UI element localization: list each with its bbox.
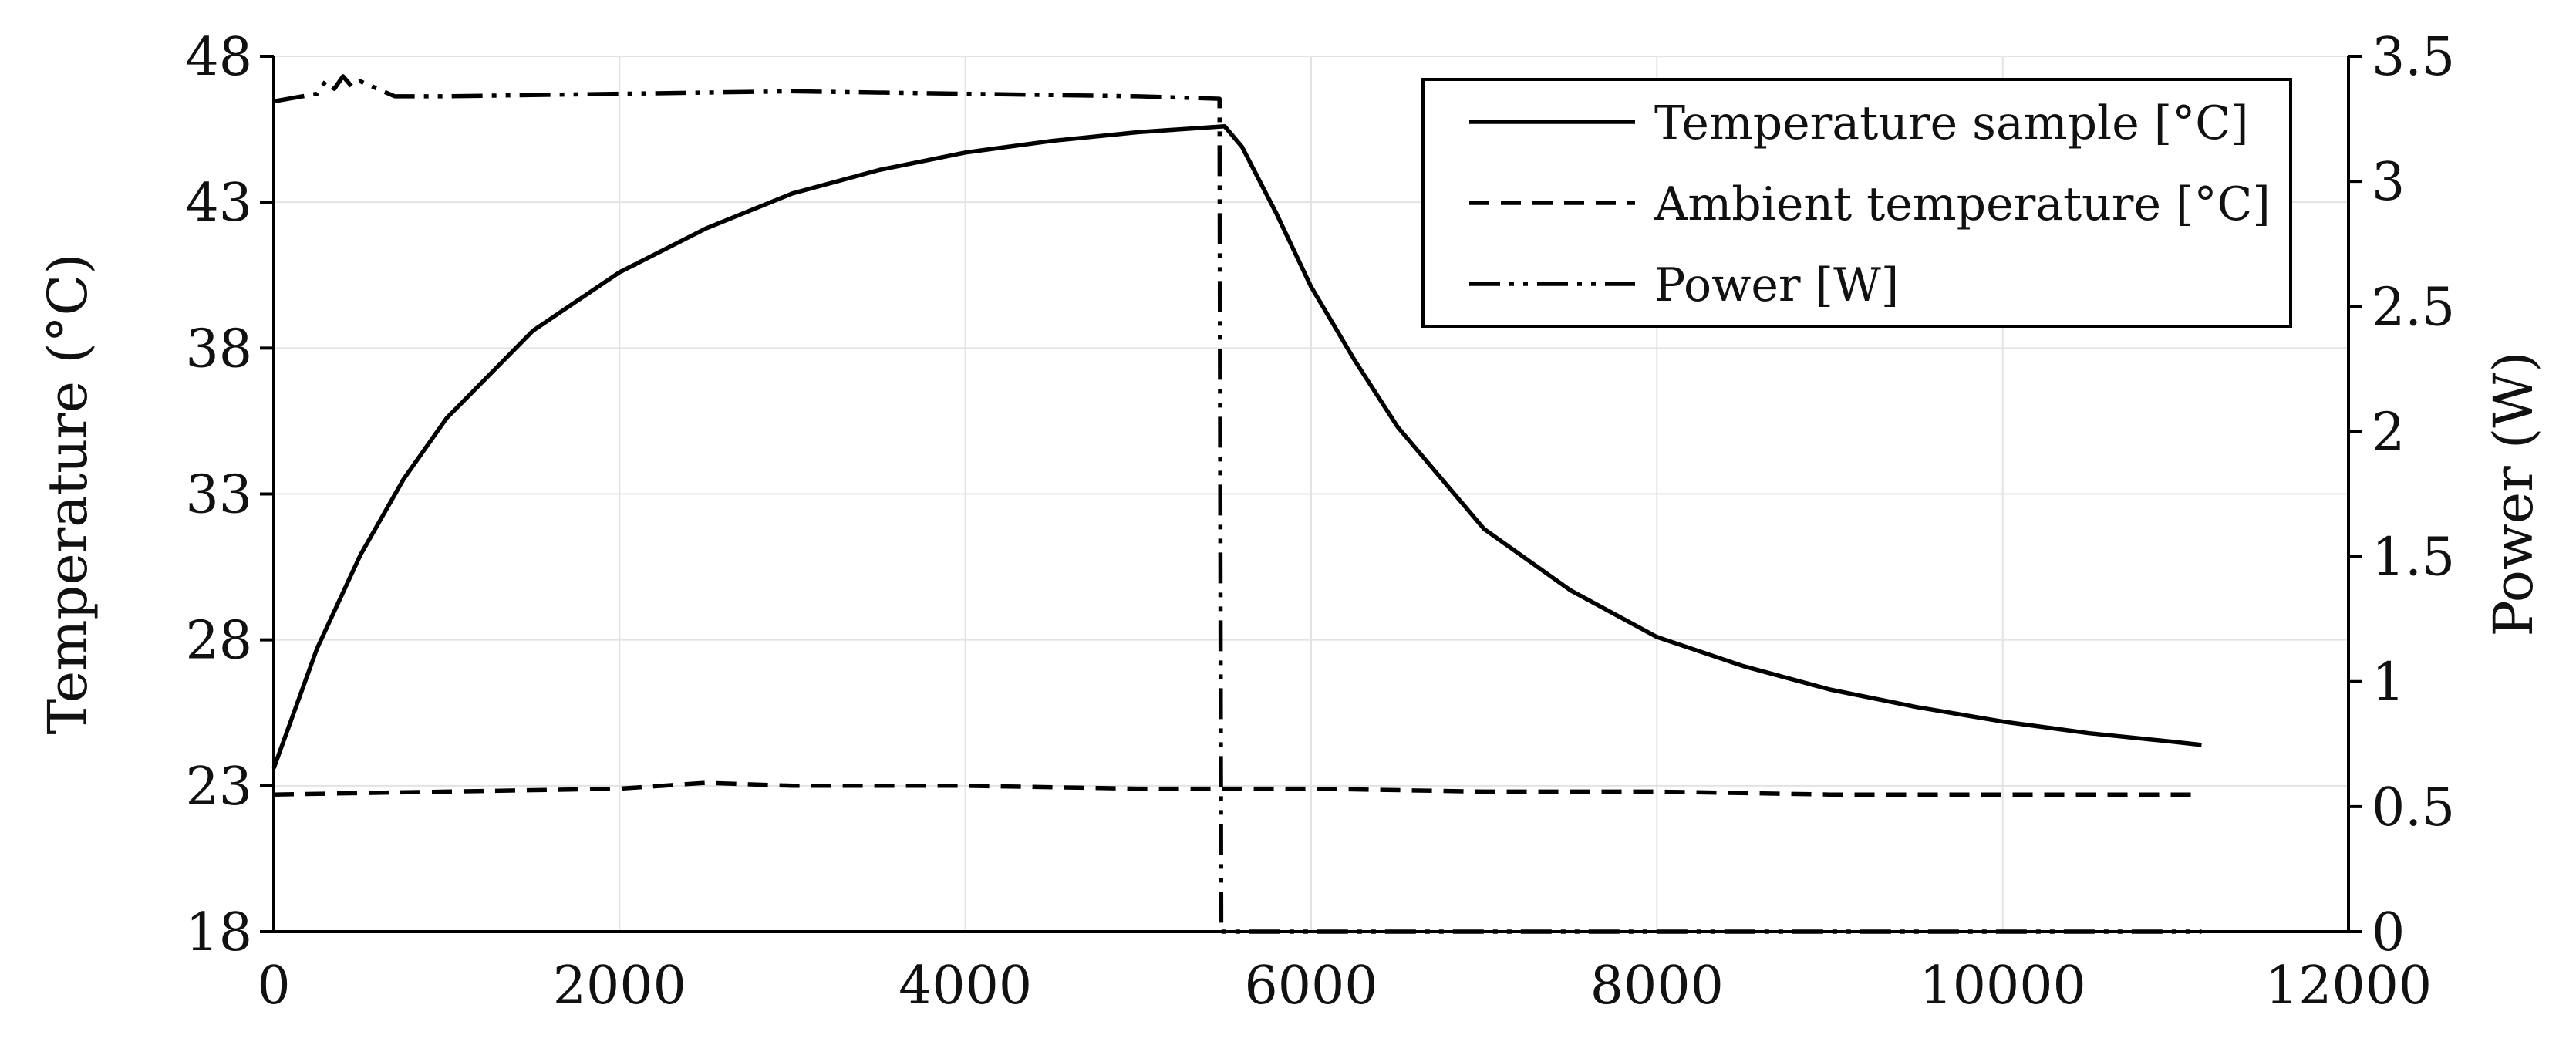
x-tick-label: 0 [257,956,290,1016]
legend-label-power: Power [W] [1654,258,1899,312]
y-left-tick-label: 48 [185,27,252,88]
legend-label-ambient-temperature: Ambient temperature [°C] [1654,177,2271,231]
y-right-tick-label: 0 [2372,902,2405,963]
x-tick-label: 8000 [1590,956,1724,1016]
axes [260,55,2362,933]
y-right-tick-label: 3.5 [2372,27,2455,88]
y-axis-right-title: Power (W) [2482,351,2545,636]
y-right-tick-label: 3 [2372,152,2405,213]
x-tick-label: 12000 [2265,956,2432,1016]
series-group [271,74,2202,934]
legend: Temperature sample [°C] Ambient temperat… [1421,78,2292,328]
legend-label-temperature-sample: Temperature sample [°C] [1654,96,2249,150]
x-tick-label: 6000 [1244,956,1377,1016]
y-right-tick-label: 2.5 [2372,277,2455,338]
series-temperature-sample [271,124,2202,770]
series-power [273,74,2202,934]
series-ambient-temperature [273,780,2202,797]
y-right-tick-label: 1 [2372,652,2405,713]
y-axis-left-title: Temperature (°C) [36,253,99,734]
x-tick-label: 4000 [899,956,1032,1016]
y-left-tick-label: 23 [185,757,252,818]
y-right-tick-label: 1.5 [2372,528,2455,588]
y-left-tick-label: 28 [185,611,252,672]
y-right-tick-label: 0.5 [2372,777,2455,838]
tick-labels: 0 2000 4000 6000 8000 10000 120001823283338434… [185,27,2455,1016]
x-tick-label: 10000 [1920,956,2086,1016]
y-left-tick-label: 33 [185,465,252,526]
y-left-tick-label: 38 [185,319,252,379]
y-right-tick-label: 2 [2372,402,2405,463]
x-tick-label: 2000 [553,956,686,1016]
y-left-tick-label: 18 [185,902,252,963]
y-left-tick-label: 43 [185,173,252,234]
